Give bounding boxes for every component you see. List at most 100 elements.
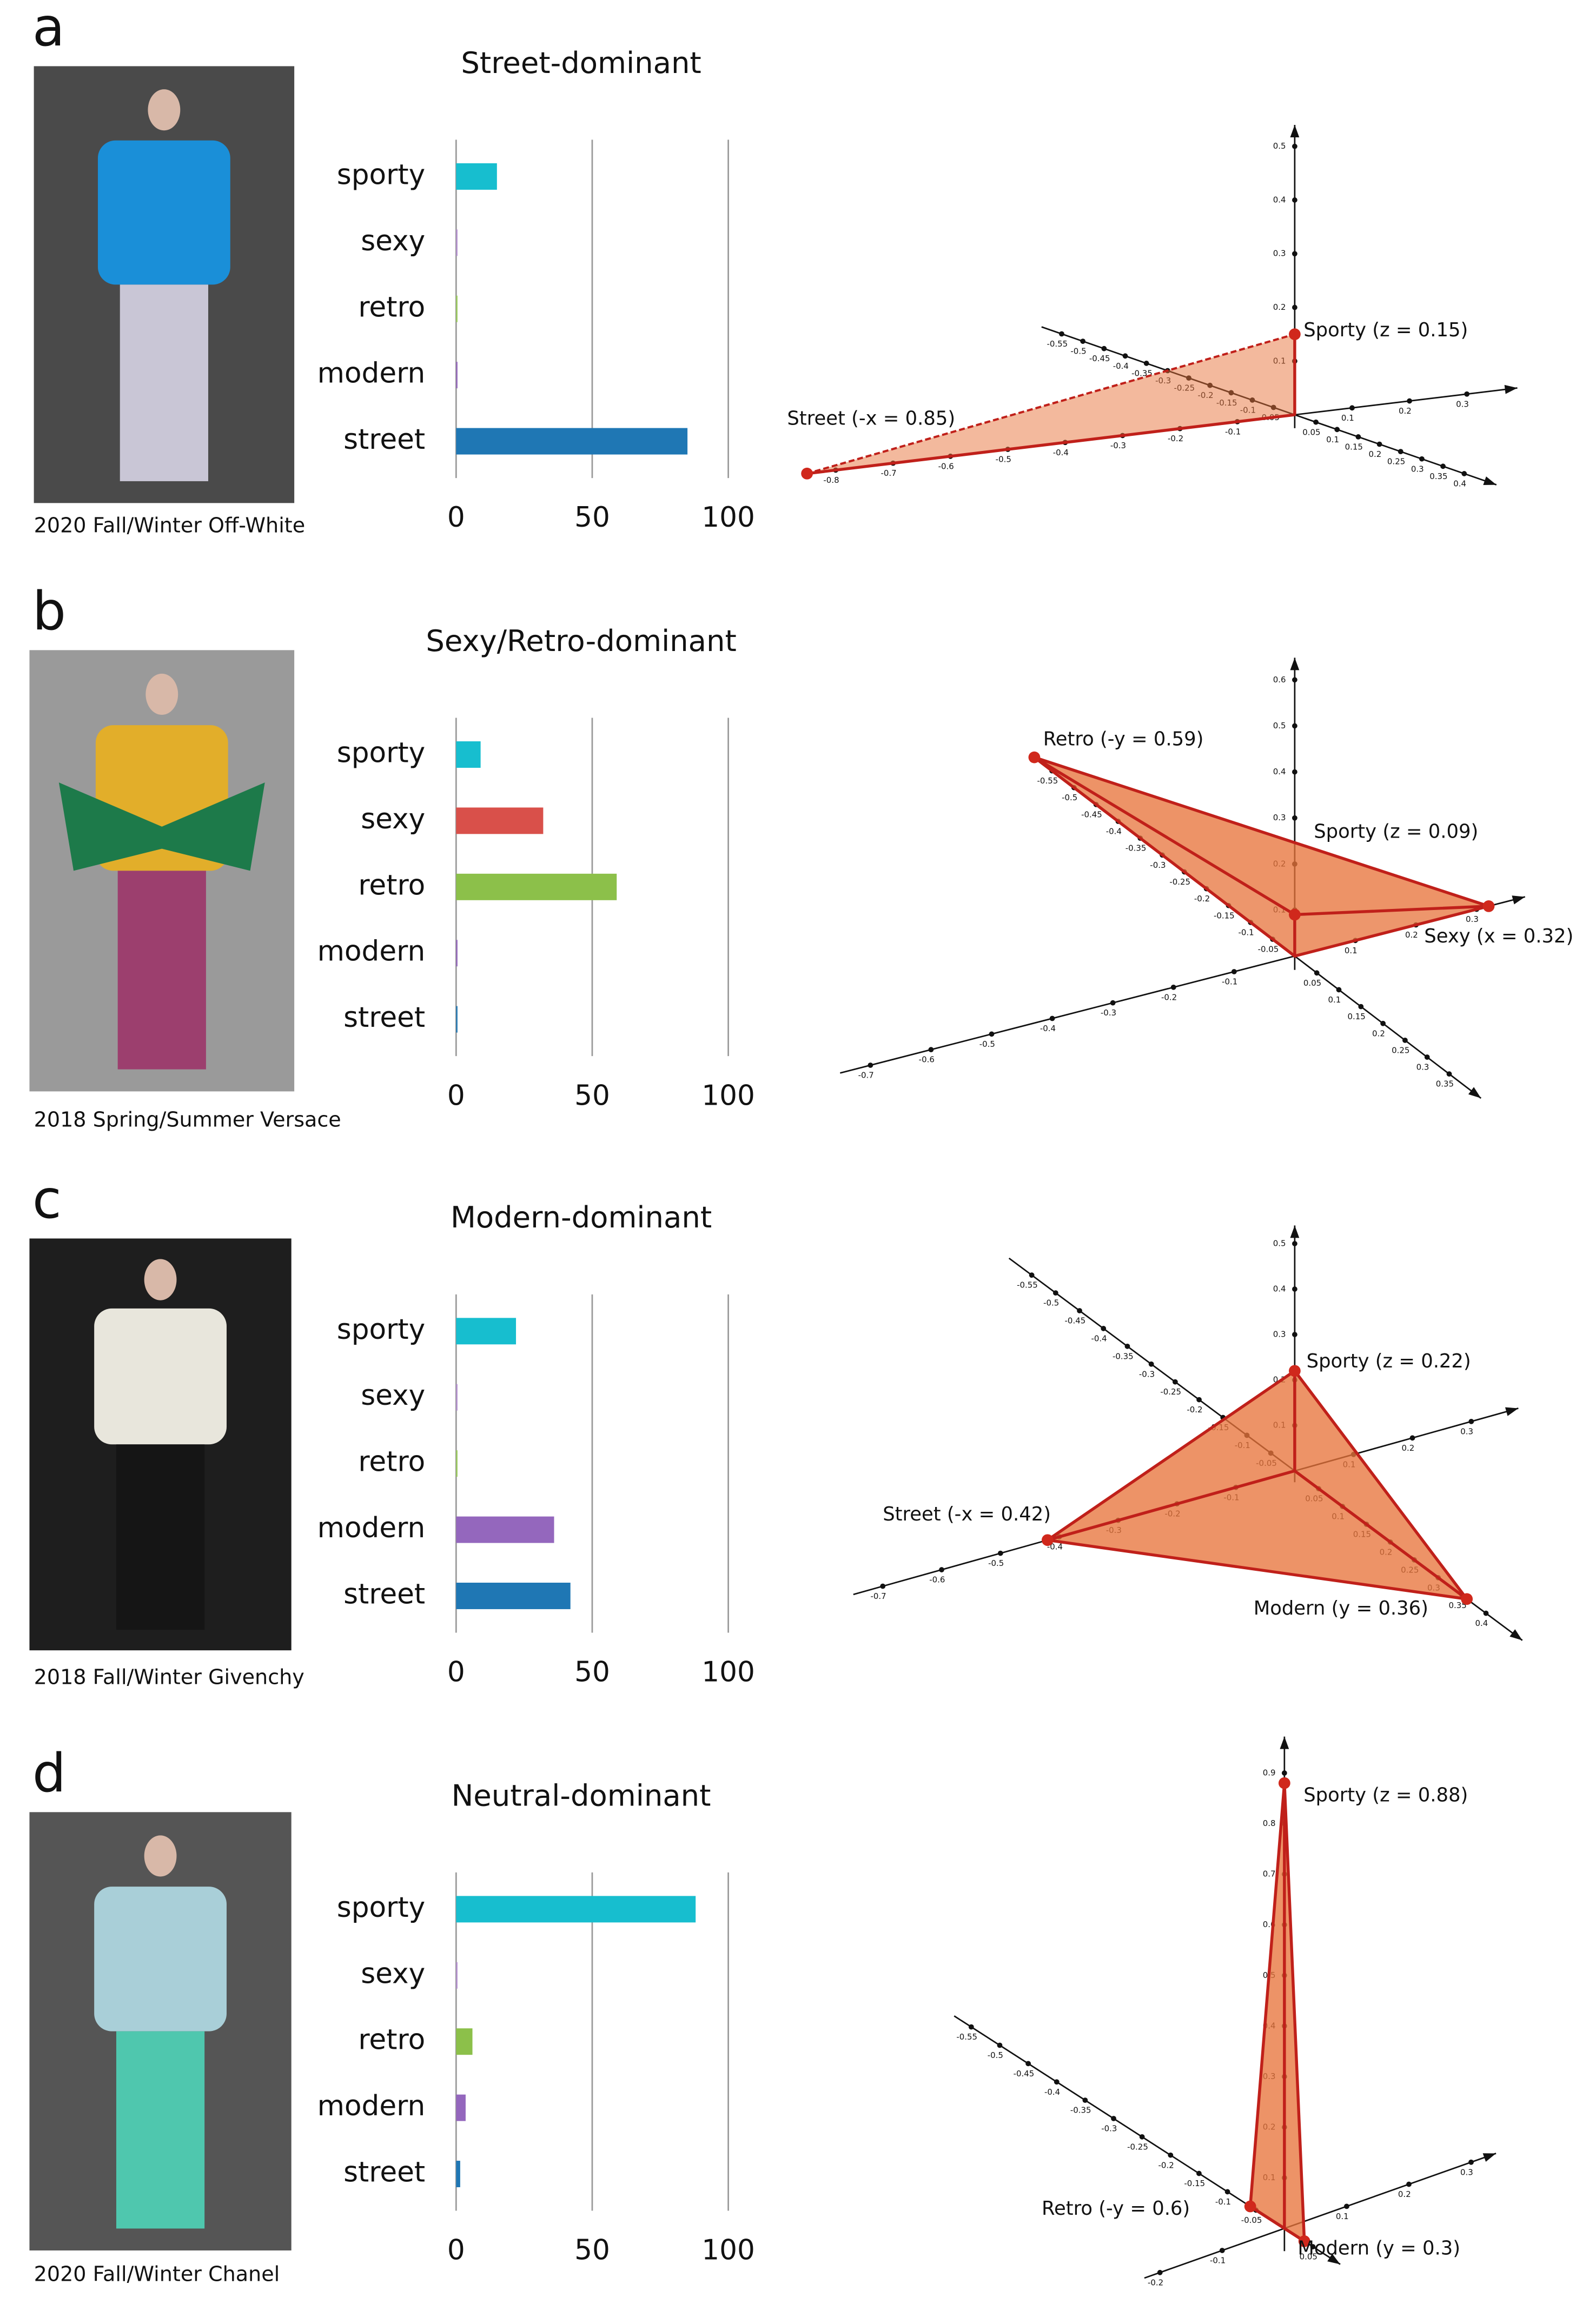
tick-dot-3d bbox=[1483, 1610, 1489, 1616]
axis-arrow bbox=[1290, 124, 1300, 137]
y-tick-label: sexy bbox=[361, 1957, 425, 1990]
tick-dot-3d bbox=[1468, 1418, 1474, 1424]
x-tick-label: 0 bbox=[447, 501, 465, 534]
x-tick-label: 0 bbox=[447, 2234, 465, 2267]
tick-dot-3d bbox=[939, 1567, 944, 1572]
bar bbox=[456, 1896, 696, 1923]
tick-dot-3d bbox=[1292, 1332, 1297, 1337]
x-tick-label: 100 bbox=[701, 501, 755, 534]
tick-label-3d: -0.5 bbox=[1070, 347, 1086, 356]
tick-dot-3d bbox=[1334, 427, 1340, 433]
edge-3d bbox=[1047, 1469, 1295, 1542]
tick-label-3d: 0.05 bbox=[1302, 427, 1320, 437]
tick-label-3d: 0.4 bbox=[1273, 767, 1286, 776]
tick-dot-3d bbox=[1029, 1272, 1035, 1278]
tick-label-3d: -0.4 bbox=[1053, 448, 1069, 457]
point-label: Street (-x = 0.85) bbox=[787, 407, 955, 429]
tick-dot-3d bbox=[1148, 1361, 1154, 1367]
point-label: Sexy (x = 0.32) bbox=[1424, 925, 1573, 947]
tick-dot-3d bbox=[1314, 970, 1320, 976]
photo-legs bbox=[120, 284, 208, 481]
photo-top bbox=[97, 140, 230, 285]
bar bbox=[456, 1582, 571, 1609]
tick-dot-3d bbox=[868, 1063, 873, 1068]
tick-dot-3d bbox=[1124, 1343, 1130, 1349]
point-label: Sporty (z = 0.09) bbox=[1314, 821, 1478, 843]
bar bbox=[456, 807, 544, 834]
tick-dot-3d bbox=[1292, 677, 1297, 683]
tick-dot-3d bbox=[1292, 197, 1297, 203]
bar bbox=[456, 1516, 554, 1543]
axis-arrow bbox=[1509, 1629, 1522, 1641]
tick-dot-3d bbox=[1407, 398, 1412, 404]
tick-dot-3d bbox=[1196, 2170, 1202, 2176]
tick-label-3d: 0.1 bbox=[1341, 413, 1354, 423]
bar bbox=[456, 1384, 458, 1411]
photo-legs bbox=[116, 1444, 205, 1630]
tick-label-3d: 0.3 bbox=[1416, 1063, 1429, 1072]
tick-label-3d: -0.7 bbox=[881, 468, 897, 478]
tick-label-3d: -0.2 bbox=[1168, 434, 1183, 443]
y-tick-label: street bbox=[343, 1578, 425, 1610]
tick-label-3d: -0.2 bbox=[1194, 894, 1210, 904]
y-tick-label: sporty bbox=[337, 736, 425, 769]
panel-letter: a bbox=[32, 0, 65, 58]
face-3d bbox=[1043, 1369, 1471, 1601]
tick-label-3d: -0.35 bbox=[1113, 1351, 1134, 1361]
tick-label-3d: -0.6 bbox=[938, 461, 954, 471]
y-tick-label: sexy bbox=[361, 803, 425, 835]
edge-3d bbox=[1033, 756, 1296, 958]
y-tick-label: modern bbox=[317, 357, 426, 390]
photo-caption: 2018 Spring/Summer Versace bbox=[34, 1107, 341, 1131]
y-tick-label: modern bbox=[317, 1512, 426, 1544]
tick-label-3d: 0.3 bbox=[1273, 813, 1286, 822]
photo-head bbox=[144, 1259, 177, 1300]
axis-arrow bbox=[1512, 895, 1525, 905]
tick-label-3d: -0.3 bbox=[1110, 441, 1126, 450]
tick-dot-3d bbox=[1111, 2116, 1116, 2121]
tick-dot-3d bbox=[1168, 2152, 1174, 2158]
photo-caption: 2020 Fall/Winter Off-White bbox=[34, 513, 306, 537]
tick-label-3d: 0.2 bbox=[1401, 1443, 1414, 1453]
tick-dot-3d bbox=[880, 1583, 886, 1589]
tick-label-3d: 0.2 bbox=[1399, 406, 1412, 416]
y-tick-label: sporty bbox=[337, 158, 425, 191]
tick-dot-3d bbox=[1424, 1054, 1430, 1060]
tick-label-3d: -0.1 bbox=[1225, 427, 1241, 436]
tick-dot-3d bbox=[1292, 1286, 1297, 1292]
bar bbox=[456, 362, 458, 389]
tick-label-3d: 0.3 bbox=[1411, 464, 1424, 474]
tick-label-3d: -0.55 bbox=[1037, 776, 1058, 786]
tick-dot-3d bbox=[1419, 456, 1425, 462]
bar bbox=[456, 2161, 460, 2188]
tick-dot-3d bbox=[1446, 1071, 1452, 1077]
tick-dot-3d bbox=[1292, 723, 1297, 729]
axis-arrow bbox=[1327, 2254, 1341, 2265]
point-3d bbox=[1298, 2235, 1310, 2247]
panel-letter: b bbox=[32, 581, 66, 642]
y-tick-label: retro bbox=[358, 869, 425, 901]
bar bbox=[456, 163, 497, 190]
tick-label-3d: -0.1 bbox=[1222, 977, 1237, 987]
panel-letter: c bbox=[32, 1169, 62, 1231]
tick-dot-3d bbox=[1409, 1435, 1415, 1441]
tick-dot-3d bbox=[1292, 304, 1297, 310]
tick-label-3d: 0.15 bbox=[1345, 442, 1363, 451]
tick-dot-3d bbox=[1231, 969, 1237, 974]
x-tick-label: 100 bbox=[701, 1079, 755, 1112]
tick-label-3d: -0.25 bbox=[1169, 877, 1190, 887]
tick-label-3d: 0.2 bbox=[1398, 2189, 1411, 2199]
tick-label-3d: 0.5 bbox=[1273, 141, 1286, 151]
tick-label-3d: -0.5 bbox=[979, 1039, 995, 1049]
tick-label-3d: 0.2 bbox=[1372, 1028, 1385, 1038]
tick-label-3d: 0.3 bbox=[1456, 399, 1469, 409]
tick-dot-3d bbox=[1464, 391, 1470, 397]
tick-label-3d: -0.1 bbox=[1215, 2197, 1231, 2207]
face-3d bbox=[1248, 1783, 1306, 2245]
axis-arrow bbox=[1504, 384, 1518, 394]
photo-head bbox=[148, 89, 181, 131]
tick-dot-3d bbox=[1059, 331, 1064, 337]
bar bbox=[456, 295, 458, 322]
tick-label-3d: 0.3 bbox=[1466, 914, 1479, 924]
tick-label-3d: -0.15 bbox=[1184, 2179, 1205, 2188]
